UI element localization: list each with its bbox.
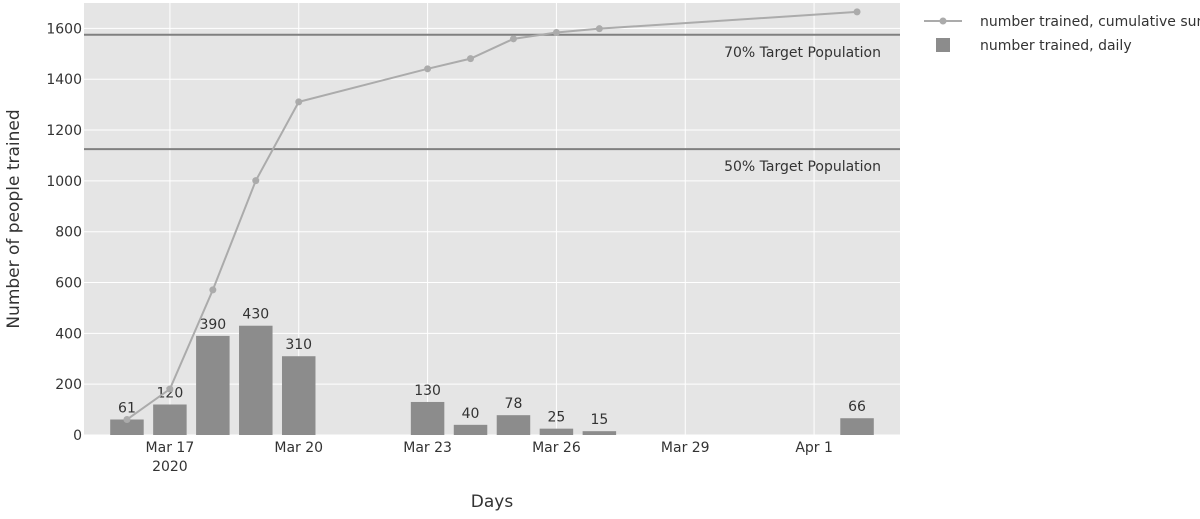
y-axis: 0 200 400 600 800 1000 1200 1400 1600 [46, 21, 82, 444]
x-tick-label: Mar 20 [274, 440, 323, 456]
line-point [552, 28, 560, 36]
legend-bar-swatch [936, 38, 950, 52]
bar-value-label: 78 [505, 396, 523, 412]
legend-marker-swatch [939, 17, 947, 25]
x-tick-label: Apr 1 [795, 440, 833, 456]
x-tick-label: Mar 23 [403, 440, 452, 456]
x-axis-title: Days [471, 492, 514, 512]
line-point [123, 415, 131, 423]
bar-value-label: 25 [548, 410, 566, 426]
line-point [166, 385, 174, 393]
y-tick-label: 1600 [46, 21, 82, 37]
line-point [595, 25, 603, 33]
legend-item-daily[interactable]: number trained, daily [936, 38, 1132, 54]
bar [582, 431, 617, 435]
bar [239, 325, 273, 435]
bar [281, 356, 316, 435]
y-tick-label: 1200 [46, 123, 82, 139]
x-tick-label: Mar 26 [532, 440, 581, 456]
bar [153, 404, 187, 435]
reference-line-label: 50% Target Population [724, 159, 881, 175]
bar-series [110, 325, 874, 435]
x-axis: Mar 17 2020 Mar 20 Mar 23 Mar 26 Mar 29 Apr 1 [146, 440, 833, 475]
x-tick-sublabel: 2020 [152, 459, 188, 475]
bar [840, 418, 874, 435]
bar [196, 335, 230, 435]
y-tick-label: 1400 [46, 72, 82, 88]
bar-value-label: 430 [242, 307, 269, 323]
line-point [209, 286, 217, 294]
bar-value-label: 390 [199, 317, 226, 333]
bar-labels: 61 120 390 430 310 130 40 78 25 15 66 [118, 307, 866, 428]
line-series [123, 8, 861, 423]
y-tick-label: 800 [55, 225, 82, 241]
bar [110, 419, 144, 435]
line-point [424, 65, 432, 73]
line-point [467, 55, 475, 63]
reference-line-label: 70% Target Population [724, 45, 881, 61]
bar-value-label: 40 [462, 406, 480, 422]
bar-value-label: 61 [118, 400, 136, 416]
y-tick-label: 0 [73, 428, 82, 444]
legend-label-daily: number trained, daily [980, 38, 1132, 54]
x-tick-label: Mar 29 [661, 440, 710, 456]
reference-lines: 70% Target Population 50% Target Populati… [84, 33, 900, 175]
legend-label-cumulative: number trained, cumulative sum [980, 14, 1200, 30]
line-point [295, 98, 303, 106]
line-point [853, 8, 861, 16]
y-tick-label: 400 [55, 326, 82, 342]
bar [539, 428, 574, 435]
bar [496, 415, 531, 435]
legend-item-cumulative[interactable]: number trained, cumulative sum [924, 14, 1200, 30]
bar-value-label: 66 [848, 399, 866, 415]
y-tick-label: 200 [55, 377, 82, 393]
bar [453, 424, 488, 435]
x-tick-label: Mar 17 [146, 440, 195, 456]
bar [410, 401, 445, 435]
bar-value-label: 120 [157, 386, 184, 402]
line-point [252, 177, 260, 185]
bar-value-label: 15 [590, 412, 608, 428]
y-tick-label: 600 [55, 276, 82, 292]
legend[interactable]: number trained, cumulative sum number tr… [924, 14, 1200, 54]
y-tick-label: 1000 [46, 174, 82, 190]
line-point [509, 35, 517, 43]
bar-value-label: 310 [285, 337, 312, 353]
bar-value-label: 130 [414, 383, 441, 399]
y-axis-title: Number of people trained [4, 109, 24, 328]
